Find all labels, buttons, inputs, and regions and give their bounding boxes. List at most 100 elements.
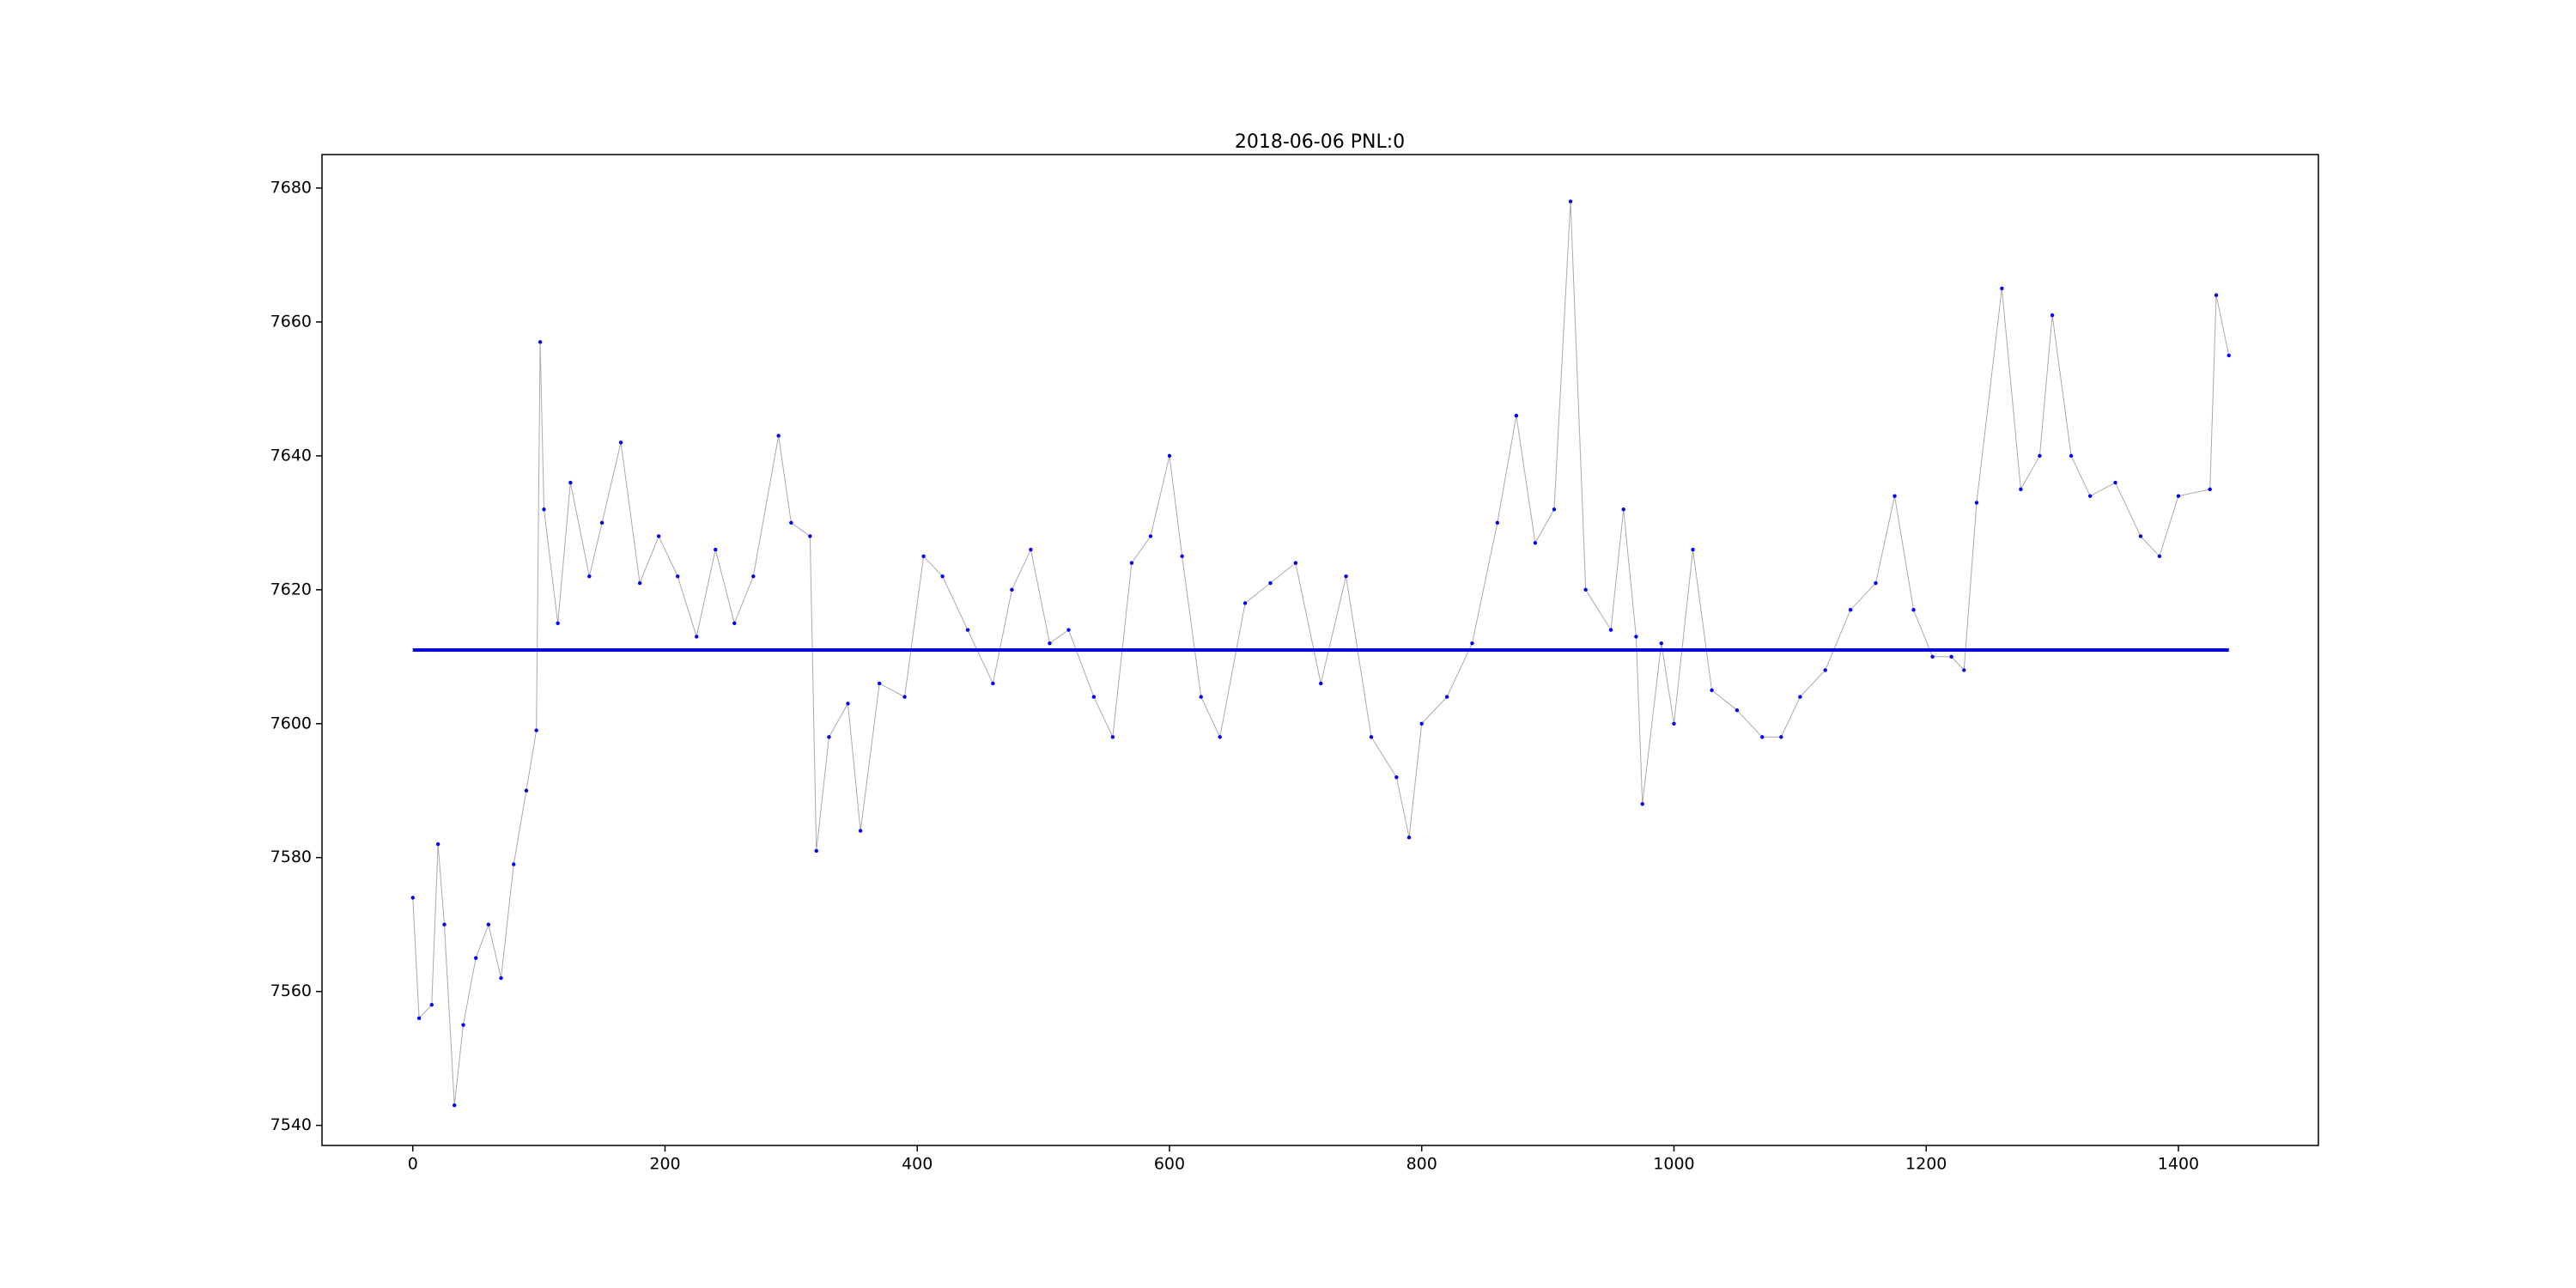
point-marker: [486, 922, 491, 927]
point-marker: [1180, 554, 1184, 559]
point-marker: [776, 434, 781, 438]
point-marker: [568, 480, 573, 485]
point-marker: [1568, 199, 1573, 204]
point-marker: [1010, 587, 1014, 592]
point-marker: [1066, 628, 1071, 632]
x-tick-label: 600: [1154, 1155, 1185, 1174]
point-marker: [1893, 494, 1897, 498]
point-marker: [618, 440, 623, 445]
x-tick-label: 200: [649, 1155, 680, 1174]
point-marker: [410, 896, 415, 900]
point-marker: [2208, 487, 2212, 492]
point-marker: [1199, 695, 1203, 699]
point-marker: [1659, 641, 1663, 646]
x-tick-label: 1400: [2158, 1155, 2199, 1174]
point-marker: [2138, 534, 2143, 538]
point-marker: [1533, 541, 1538, 545]
point-marker: [2000, 286, 2004, 291]
point-marker: [1167, 453, 1172, 459]
point-marker: [789, 520, 793, 526]
point-marker: [1634, 635, 1638, 639]
point-marker: [1962, 668, 1966, 672]
point-marker: [695, 635, 699, 639]
plot-frame: [321, 154, 2319, 1146]
point-marker: [542, 507, 546, 512]
point-marker: [473, 956, 478, 960]
point-marker: [965, 628, 970, 632]
point-marker: [1621, 507, 1625, 512]
point-marker: [538, 340, 543, 344]
point-marker: [1823, 668, 1827, 672]
point-marker: [599, 520, 605, 526]
point-marker: [1514, 413, 1519, 418]
x-tick-label: 1200: [1905, 1155, 1947, 1174]
y-tick-label: 7560: [270, 981, 312, 1000]
point-marker: [1583, 587, 1588, 592]
point-marker: [1949, 654, 1953, 659]
point-marker: [442, 922, 447, 927]
point-marker: [921, 554, 926, 559]
point-marker: [714, 547, 718, 552]
point-marker: [1394, 775, 1399, 780]
point-marker: [587, 574, 592, 579]
point-marker: [1552, 507, 1557, 512]
point-marker: [1218, 735, 1222, 739]
y-tick-label: 7540: [270, 1115, 312, 1134]
point-marker: [732, 621, 737, 626]
point-marker: [858, 829, 863, 833]
point-marker: [429, 1003, 434, 1007]
point-marker: [2019, 487, 2023, 492]
y-tick-label: 7660: [270, 312, 312, 331]
point-marker: [1470, 641, 1474, 646]
point-marker: [1848, 608, 1853, 612]
point-marker: [1242, 601, 1248, 605]
point-marker: [1974, 501, 1979, 505]
point-marker: [1344, 574, 1348, 579]
point-marker: [1444, 695, 1449, 699]
point-marker: [2176, 494, 2181, 498]
point-marker: [1760, 735, 1765, 739]
point-marker: [1640, 802, 1644, 806]
point-marker: [2227, 353, 2231, 358]
point-marker: [2050, 313, 2055, 318]
point-marker: [534, 728, 538, 732]
point-marker: [1129, 561, 1134, 565]
point-marker: [453, 1103, 457, 1108]
point-marker: [940, 574, 945, 579]
point-marker: [1874, 580, 1878, 586]
point-marker: [1148, 534, 1153, 538]
price-line: [412, 201, 2230, 1106]
x-tick-label: 0: [408, 1155, 418, 1174]
point-marker: [416, 1016, 422, 1021]
point-marker: [499, 975, 503, 981]
point-marker: [675, 574, 680, 579]
y-tick-label: 7600: [270, 714, 312, 732]
point-marker: [814, 848, 818, 854]
point-marker: [1691, 547, 1695, 552]
point-marker: [1091, 695, 1097, 699]
point-marker: [2214, 293, 2219, 297]
point-marker: [2087, 494, 2093, 498]
point-marker: [1798, 695, 1802, 699]
point-marker: [656, 534, 661, 538]
x-tick-label: 400: [902, 1155, 933, 1174]
point-marker: [1369, 735, 1374, 739]
point-marker: [991, 681, 995, 686]
point-marker: [524, 788, 529, 793]
point-marker: [1495, 520, 1500, 526]
y-tick-label: 7580: [270, 848, 312, 866]
point-marker: [1930, 654, 1935, 659]
point-marker: [1048, 641, 1052, 646]
point-marker: [1419, 721, 1424, 726]
x-tick-label: 1000: [1653, 1155, 1694, 1174]
point-marker: [877, 681, 882, 686]
point-marker: [1735, 708, 1740, 713]
point-marker: [435, 841, 440, 847]
chart-title: 2018-06-06 PNL:0: [1235, 131, 1405, 153]
point-marker: [2113, 480, 2117, 485]
point-marker: [751, 574, 756, 579]
y-tick-label: 7640: [270, 446, 312, 465]
y-tick-label: 7680: [270, 178, 312, 197]
y-tick-label: 7620: [270, 580, 312, 598]
